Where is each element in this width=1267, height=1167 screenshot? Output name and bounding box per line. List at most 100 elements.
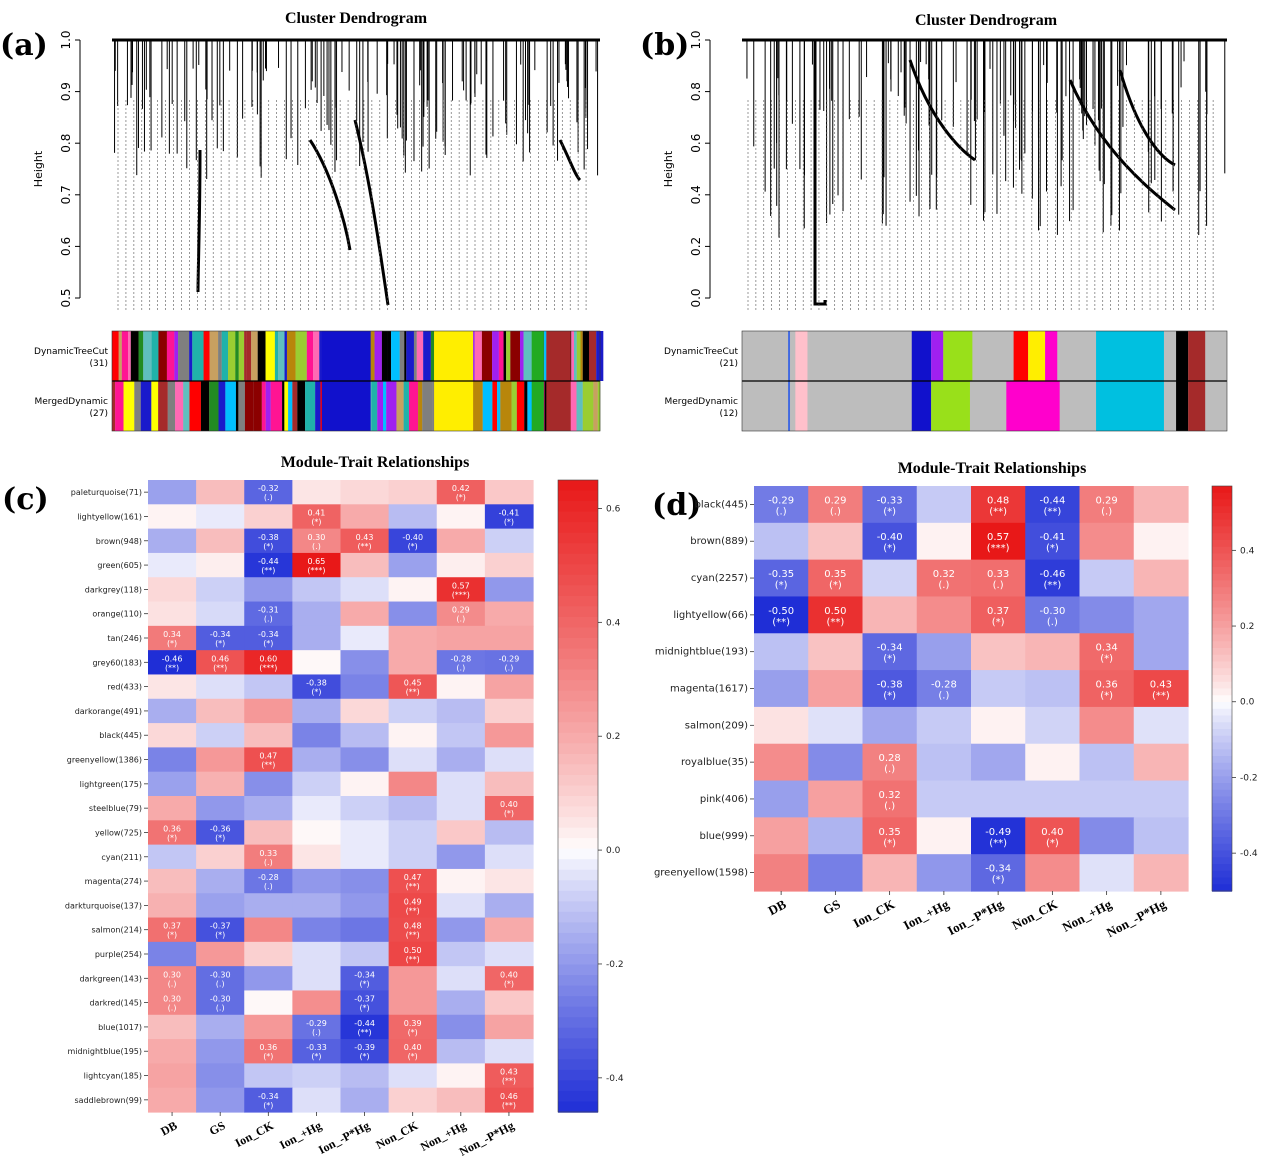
color-bar-frame <box>741 330 1228 432</box>
module-color-segment <box>471 331 475 381</box>
module-color-segment <box>523 331 532 381</box>
module-color-segment <box>238 331 245 381</box>
heatmap-cell <box>148 893 197 919</box>
panel-b: (b) Cluster Dendrogram 1.0 0.8 0.6 0.4 0.2 0.… <box>630 0 1267 440</box>
cell-value-label: 0.29 <box>452 606 470 615</box>
module-color-segment <box>524 381 528 431</box>
module-color-segment <box>377 381 384 431</box>
heatmap-cell <box>436 1063 486 1089</box>
cell-value-label: -0.37 <box>210 922 231 931</box>
colorbar-segment <box>558 911 598 924</box>
module-color-segment <box>286 331 296 381</box>
heatmap-cell <box>244 893 293 919</box>
cell-significance-label: (**) <box>406 688 420 697</box>
cell-value-label: -0.30 <box>210 970 231 979</box>
heatmap-cell <box>1025 633 1081 671</box>
colorbar-segment <box>1212 546 1232 555</box>
module-color-segment <box>430 331 435 381</box>
colorbar-segment <box>1212 499 1232 507</box>
heatmap-cell <box>808 596 864 634</box>
row-label: paleturquoise(71) <box>71 488 142 497</box>
module-color-segment <box>209 331 219 381</box>
heatmap-cell <box>244 650 293 676</box>
row-label: salmon(209) <box>685 720 748 731</box>
cell-significance-label: (.) <box>884 801 895 812</box>
cell-significance-label: (**) <box>989 838 1007 849</box>
heatmap-cell <box>971 522 1026 561</box>
cell-value-label: 0.45 <box>404 679 422 688</box>
heatmap-cell <box>862 633 918 671</box>
heatmap-cell <box>808 706 864 745</box>
module-color-segment <box>121 331 129 381</box>
heatmap-cell <box>484 528 534 554</box>
cell-value-label: 0.37 <box>987 606 1009 617</box>
colorbar-segment <box>1212 864 1232 872</box>
y-axis-tick-label: 0.7 <box>59 185 73 204</box>
colorbar-segment <box>558 1006 598 1018</box>
module-color-segment <box>228 331 236 381</box>
heatmap-cell <box>971 817 1026 855</box>
heatmap-cell <box>1025 486 1081 524</box>
row-label: lightgreen(175) <box>80 780 142 789</box>
heatmap-cell <box>292 650 342 676</box>
module-color-segment <box>244 331 247 381</box>
cell-significance-label: (.) <box>776 506 787 517</box>
module-color-segment <box>183 381 190 431</box>
module-color-segment <box>158 381 168 431</box>
cell-significance-label: (***) <box>452 590 470 599</box>
heatmap-cell <box>196 917 245 943</box>
module-color-segment <box>278 331 285 381</box>
heatmap-cell <box>244 698 293 724</box>
cell-value-label: -0.34 <box>258 630 279 639</box>
colorbar-segment <box>1212 634 1232 642</box>
module-color-segment <box>315 381 321 431</box>
row-label: brown(889) <box>690 536 748 547</box>
heatmap-cell <box>916 817 972 855</box>
cell-value-label: -0.29 <box>499 654 520 663</box>
column-label: Non_-P*Hg <box>457 1118 517 1159</box>
heatmap-cell <box>436 917 486 943</box>
heatmap-cell <box>244 844 293 870</box>
cell-significance-label: (**) <box>1152 691 1170 702</box>
colorbar-segment <box>1212 506 1232 514</box>
heatmap-cell <box>754 706 809 745</box>
module-color-segment <box>235 381 239 431</box>
heatmap-cell <box>1133 854 1189 892</box>
colorbar-segment <box>1212 492 1232 501</box>
heatmap-cell <box>1025 706 1081 745</box>
heatmap-cell <box>1133 633 1189 671</box>
colorbar-segment <box>558 774 598 787</box>
heatmap-cell <box>436 990 486 1016</box>
heatmap-cell <box>244 552 293 578</box>
colorbar-segment <box>1212 729 1232 737</box>
heatmap-cell <box>292 1087 342 1113</box>
module-color-segment <box>492 381 498 431</box>
colorbar-segment <box>558 943 598 955</box>
module-color-segment <box>576 381 583 431</box>
colorbar-segment <box>1212 668 1232 676</box>
heatmap-cell <box>148 528 197 554</box>
colorbar-segment <box>1212 870 1232 879</box>
cell-significance-label: (*) <box>775 580 788 591</box>
cell-significance-label: (.) <box>264 493 273 502</box>
colorbar-segment <box>1212 600 1232 609</box>
heatmap-cell <box>244 868 293 894</box>
row-label: pink(406) <box>700 794 748 805</box>
heatmap-cell <box>292 990 342 1016</box>
module-color-segment <box>788 331 791 381</box>
colorbar-segment <box>1212 810 1232 818</box>
cell-significance-label: (.) <box>168 979 177 988</box>
heatmap-cell <box>1079 854 1135 892</box>
column-label: DB <box>158 1118 179 1138</box>
heatmap-cell <box>148 698 197 724</box>
panel-d-title: Module-Trait Relationships <box>897 460 1087 477</box>
heatmap-cell <box>340 893 390 919</box>
heatmap-cell <box>148 747 197 773</box>
module-color-segment <box>943 331 973 381</box>
y-axis-tick-label: 0.9 <box>59 82 73 101</box>
module-color-segment <box>253 381 262 431</box>
module-color-segment <box>498 331 504 381</box>
heatmap-cell <box>754 486 809 524</box>
cell-significance-label: (**) <box>406 955 420 964</box>
column-label: DB <box>766 896 789 918</box>
